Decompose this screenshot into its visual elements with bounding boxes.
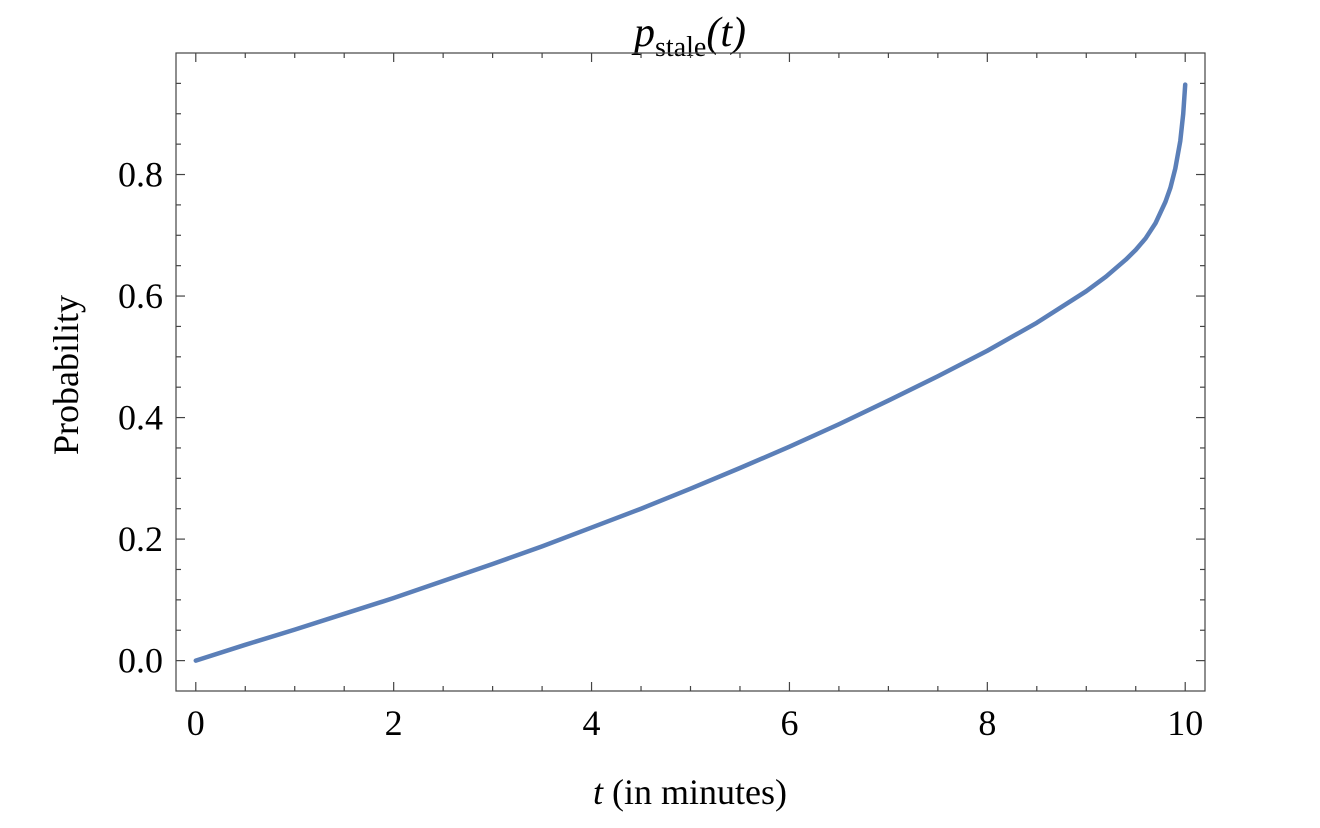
x-axis-label-var: t [593, 772, 604, 812]
y-axis-label: Probability [46, 295, 86, 455]
chart-title-base: p [631, 10, 655, 56]
axis-ticks [176, 53, 1205, 691]
chart-title-suffix: (t) [706, 10, 746, 56]
y-tick-label: 0.4 [118, 398, 163, 438]
x-tick-label: 6 [780, 703, 798, 743]
x-axis-label: t (in minutes) [593, 772, 787, 812]
series-group [193, 82, 1188, 663]
x-tick-label: 2 [385, 703, 403, 743]
x-axis-label-rest: (in minutes) [603, 772, 787, 812]
chart-title-subscript: stale [655, 32, 706, 63]
y-tick-labels: 0.0 0.2 0.4 0.6 0.8 [118, 155, 163, 681]
y-tick-label: 0.2 [118, 519, 163, 559]
plot-frame [175, 52, 1206, 692]
chart-title: pstale(t) [631, 10, 746, 63]
x-tick-label: 8 [978, 703, 996, 743]
y-tick-label: 0.0 [118, 641, 163, 681]
y-tick-label: 0.8 [118, 155, 163, 195]
y-tick-label: 0.6 [118, 276, 163, 316]
x-tick-labels: 0 2 4 6 8 10 [187, 703, 1203, 743]
x-tick-label: 10 [1167, 703, 1203, 743]
series-line-0 [193, 82, 1188, 663]
x-tick-label: 4 [583, 703, 601, 743]
x-tick-label: 0 [187, 703, 205, 743]
